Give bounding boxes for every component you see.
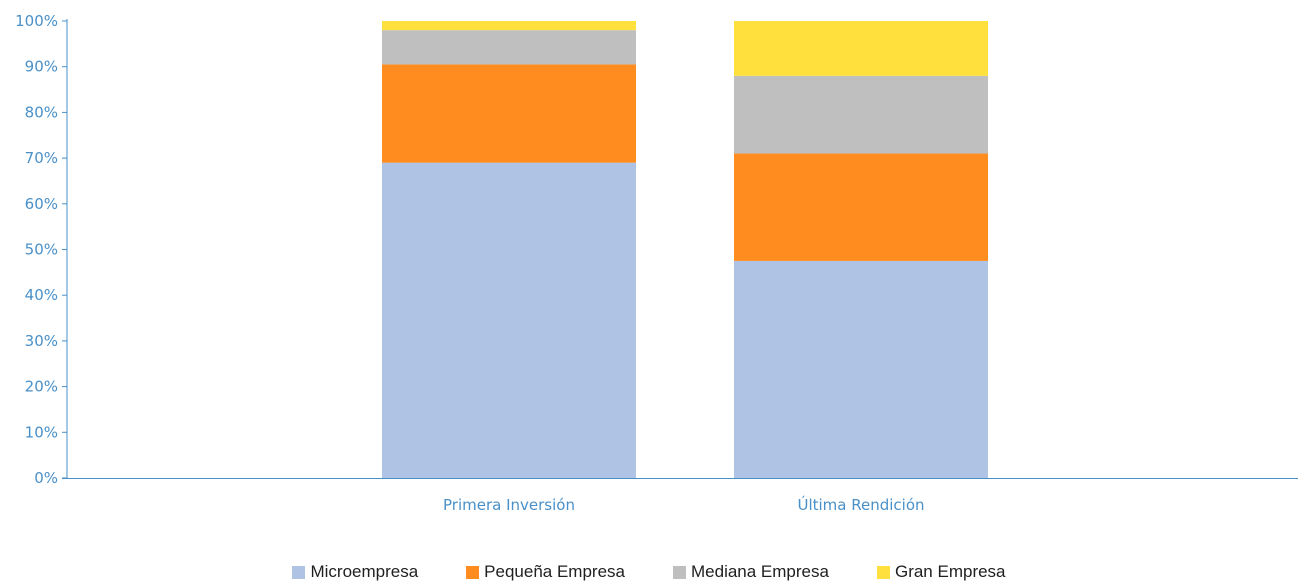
- legend-label: Pequeña Empresa: [484, 562, 625, 581]
- y-tick-label: 20%: [25, 378, 58, 396]
- y-tick-label: 50%: [25, 241, 58, 259]
- legend-label: Mediana Empresa: [691, 562, 829, 581]
- legend-item: Microempresa: [292, 562, 418, 582]
- legend-label: Microempresa: [310, 562, 419, 581]
- legend-item: Gran Empresa: [876, 562, 1006, 582]
- bar-segment-1-3: [734, 21, 988, 76]
- y-tick-label: 40%: [25, 286, 58, 304]
- bar-segment-1-0: [734, 260, 988, 478]
- legend: Microempresa Pequeña Empresa Mediana Empre…: [0, 562, 1298, 582]
- y-tick-label: 0%: [34, 469, 58, 487]
- x-category-label: Primera Inversión: [443, 496, 575, 514]
- legend-label: Gran Empresa: [894, 562, 1006, 581]
- legend-swatch: [292, 565, 306, 579]
- y-tick-label: 30%: [25, 332, 58, 350]
- x-category-label: Última Rendición: [797, 495, 924, 514]
- y-tick-label: 100%: [15, 12, 58, 30]
- bar-segment-0-3: [382, 21, 636, 31]
- y-tick-label: 90%: [25, 58, 58, 76]
- legend-item: Pequeña Empresa: [466, 562, 625, 582]
- axis-layer: [62, 19, 1298, 479]
- bar-segment-0-2: [382, 30, 636, 65]
- y-tick-label: 80%: [25, 103, 58, 121]
- bar-segment-1-1: [734, 153, 988, 261]
- bar-segment-0-1: [382, 64, 636, 163]
- y-tick-label: 70%: [25, 149, 58, 167]
- legend-item: Mediana Empresa: [673, 562, 829, 582]
- bars-layer: [382, 21, 988, 479]
- y-tick-label: 10%: [25, 423, 58, 441]
- bar-segment-1-2: [734, 75, 988, 154]
- legend-swatch: [876, 565, 890, 579]
- labels-layer: 0% 10% 20% 30% 40% 50% 60% 70% 80% 90% 100% Primera…: [15, 12, 924, 514]
- y-tick-label: 60%: [25, 195, 58, 213]
- bar-segment-0-0: [382, 162, 636, 479]
- legend-swatch: [466, 565, 480, 579]
- legend-swatch: [673, 565, 686, 579]
